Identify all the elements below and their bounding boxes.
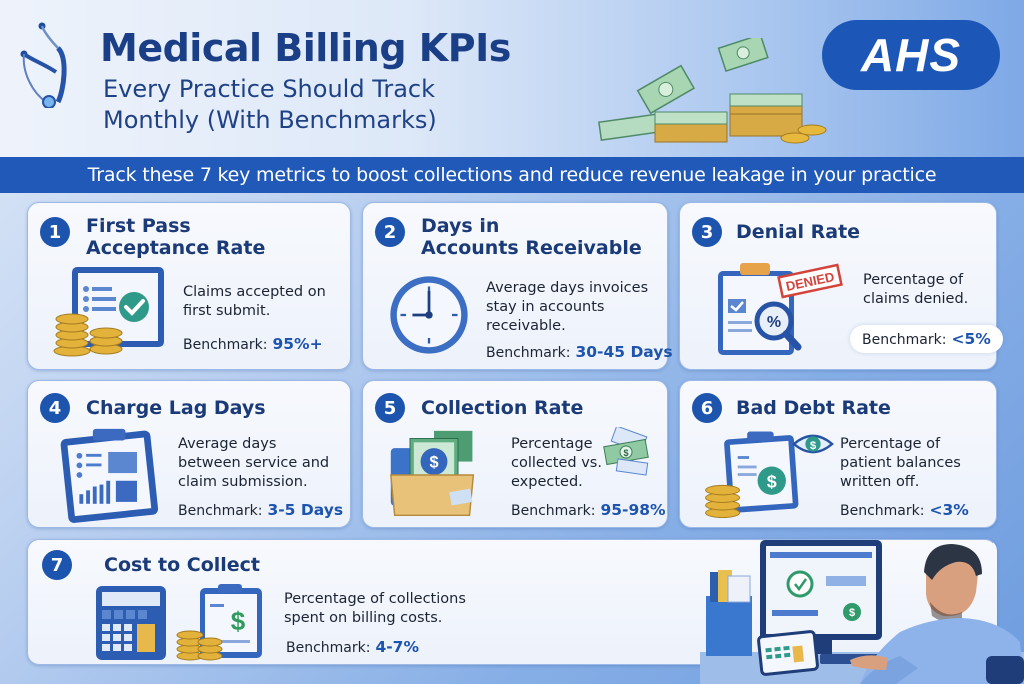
kpi-number-badge: 1 xyxy=(40,217,70,247)
clock-icon xyxy=(390,276,468,354)
benchmark-value: <3% xyxy=(929,501,969,519)
kpi-title: Days in Accounts Receivable xyxy=(421,215,642,259)
svg-text:%: % xyxy=(767,314,781,331)
clipboard-chart-icon xyxy=(60,428,159,523)
kpi-benchmark: Benchmark: 95-98% xyxy=(511,501,666,519)
benchmark-label: Benchmark: xyxy=(286,640,371,656)
clipboard-dollar-icon: $ xyxy=(705,431,799,519)
subtitle-line-1: Every Practice Should Track xyxy=(103,75,435,103)
kpi-card-collection-rate: 5 Collection Rate $ Percentage collected… xyxy=(362,380,668,528)
kpi-title: Denial Rate xyxy=(736,221,861,243)
kpi-description: Percentage collected vs. expected. xyxy=(511,436,602,490)
kpi-title: Cost to Collect xyxy=(104,554,261,576)
kpi-description: Average days invoices stay in accounts r… xyxy=(486,280,649,334)
kpi-title-line-2: Accounts Receivable xyxy=(421,237,642,259)
kpi-benchmark: Benchmark: 4-7% xyxy=(286,638,419,656)
subtitle-banner: Track these 7 key metrics to boost colle… xyxy=(0,157,1024,193)
calculator-clipboard-coins-icon: $ xyxy=(96,584,262,661)
svg-text:$: $ xyxy=(810,440,817,452)
denied-clipboard-magnifier-icon: DENIED % xyxy=(718,263,843,355)
kpi-description: Percentage of collections spent on billi… xyxy=(284,591,466,626)
benchmark-value: <5% xyxy=(951,330,991,348)
kpi-number-badge: 7 xyxy=(42,550,72,580)
benchmark-label: Benchmark: xyxy=(840,503,925,519)
kpi-title: Collection Rate xyxy=(421,397,584,419)
kpi-benchmark: Benchmark: 95%+ xyxy=(183,335,323,353)
svg-text:$: $ xyxy=(767,471,777,491)
kpi-number-badge: 2 xyxy=(375,217,405,247)
kpi-card-bad-debt-rate: 6 Bad Debt Rate $ $ Percentage of patien… xyxy=(679,380,997,528)
kpi-title: Bad Debt Rate xyxy=(736,397,891,419)
kpi-description: Percentage of patient balances written o… xyxy=(840,436,961,490)
svg-text:$: $ xyxy=(623,448,628,458)
kpi-description: Percentage of claims denied. xyxy=(863,272,969,307)
kpi-title-line-1: Days in xyxy=(421,215,500,237)
stethoscope-icon xyxy=(20,22,67,108)
kpi-description: Average days between service and claim s… xyxy=(178,436,330,490)
benchmark-value: 3-5 Days xyxy=(267,501,344,519)
benchmark-value: 95%+ xyxy=(272,335,323,353)
kpi-title: First Pass Acceptance Rate xyxy=(86,215,265,259)
kpi-card-denial-rate: 3 Denial Rate DENIED % Percentage of cla… xyxy=(679,202,1003,370)
kpi-card-charge-lag-days: 4 Charge Lag Days Average days between s… xyxy=(27,380,351,528)
kpi-benchmark: Benchmark: <5% xyxy=(850,325,1003,353)
kpi-benchmark: Benchmark: <3% xyxy=(840,501,969,519)
kpi-number-badge: 5 xyxy=(375,393,405,423)
kpi-title-line-1: First Pass xyxy=(86,215,191,237)
svg-text:$: $ xyxy=(849,607,855,619)
ahs-logo[interactable]: AHS xyxy=(822,20,1000,90)
benchmark-value: 95-98% xyxy=(600,501,666,519)
kpi-title-line-2: Acceptance Rate xyxy=(86,237,266,259)
benchmark-label: Benchmark: xyxy=(178,503,263,519)
kpi-number-badge: 4 xyxy=(40,393,70,423)
kpi-card-days-in-accounts-receivable: 2 Days in Accounts Receivable Average da… xyxy=(362,202,673,370)
kpi-benchmark: Benchmark: 30-45 Days xyxy=(486,343,673,361)
page-title: Medical Billing KPIs xyxy=(100,26,511,70)
benchmark-label: Benchmark: xyxy=(183,337,268,353)
kpi-benchmark: Benchmark: 3-5 Days xyxy=(178,501,343,519)
kpi-number-badge: 3 xyxy=(692,217,722,247)
benchmark-label: Benchmark: xyxy=(862,332,947,348)
wallet-dollar-icon: $ xyxy=(390,430,475,517)
eye-dollar-icon: $ xyxy=(792,434,834,454)
benchmark-value: 30-45 Days xyxy=(575,343,673,361)
benchmark-value: 4-7% xyxy=(375,638,420,656)
kpi-title: Charge Lag Days xyxy=(86,397,266,419)
clipboard-check-coins-icon xyxy=(53,267,164,357)
svg-text:$: $ xyxy=(231,606,246,636)
svg-text:$: $ xyxy=(429,453,438,471)
cash-bills-icon: $ xyxy=(603,427,649,476)
money-stack-icon xyxy=(598,38,827,144)
kpi-card-first-pass-acceptance-rate: 1 First Pass Acceptance Rate Claims acce… xyxy=(27,202,351,370)
billing-specialist-illustration: $ xyxy=(700,540,1024,684)
kpi-description: Claims accepted on first submit. xyxy=(183,284,326,319)
benchmark-label: Benchmark: xyxy=(511,503,596,519)
benchmark-label: Benchmark: xyxy=(486,345,571,361)
kpi-number-badge: 6 xyxy=(692,393,722,423)
subtitle-line-2: Monthly (With Benchmarks) xyxy=(103,106,437,134)
page-subtitle: Every Practice Should Track Monthly (Wit… xyxy=(103,74,563,136)
